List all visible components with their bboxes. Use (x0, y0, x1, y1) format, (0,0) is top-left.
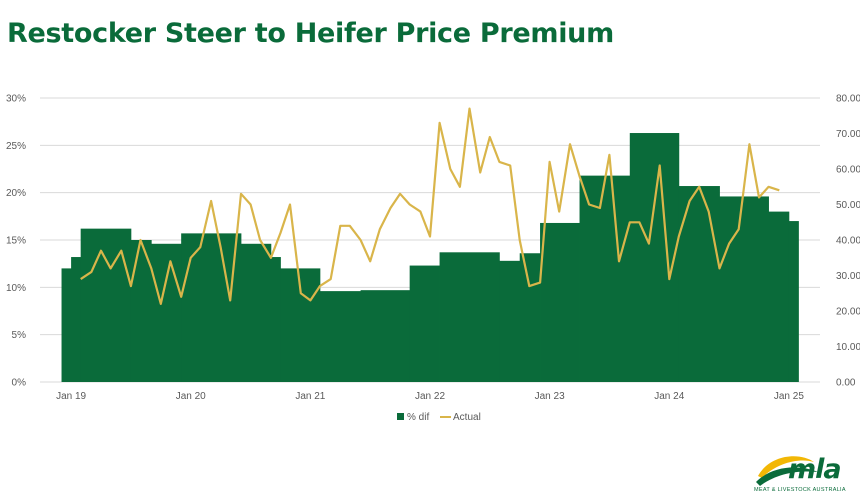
y-left-tick-label: 5% (12, 330, 27, 341)
mla-logo: mla MEAT & LIVESTOCK AUSTRALIA (752, 446, 860, 500)
y-right-tick-label: 0.00 (836, 378, 856, 389)
bar-segment (80, 228, 132, 382)
bar-segment (439, 252, 500, 382)
bar-segment (240, 243, 272, 382)
bar-segment (61, 268, 72, 382)
y-right-tick-label: 30.00 (836, 271, 860, 282)
bar-segment (130, 240, 152, 382)
y-right-tick-label: 10.00 (836, 342, 860, 353)
bar-segment (629, 133, 680, 382)
bar-segment (151, 243, 182, 382)
x-tick-label: Jan 20 (176, 391, 206, 402)
x-tick-label: Jan 19 (56, 391, 86, 402)
y-left-tick-label: 0% (12, 378, 27, 389)
x-tick-label: Jan 21 (295, 391, 325, 402)
legend: % dif Actual (397, 412, 481, 423)
line-series-actual (80, 107, 780, 305)
bar-segment (519, 253, 541, 382)
bar-segment (678, 186, 720, 382)
y-right-tick-label: 40.00 (836, 236, 860, 247)
x-tick-label: Jan 23 (535, 391, 565, 402)
bar-segment (181, 233, 242, 382)
bar-segment (409, 265, 440, 382)
y-left-tick-label: 10% (6, 283, 26, 294)
bar-segment (788, 221, 799, 382)
y-axis-left: 0% 5% 10% 15% 20% 25% 30% (6, 94, 26, 389)
bar-series-pct-dif (61, 133, 799, 382)
y-right-tick-label: 60.00 (836, 165, 860, 176)
y-axis-right: 0.00 10.00 20.00 30.00 40.00 50.00 60.00 70.00 8… (836, 94, 860, 389)
bar-segment (360, 290, 411, 382)
x-axis: Jan 19 Jan 20 Jan 21 Jan 22 Jan 23 Jan 24 Jan … (56, 391, 804, 402)
bar-segment (319, 291, 362, 382)
bar-segment (270, 257, 281, 382)
actual-line (80, 107, 780, 305)
y-right-tick-label: 50.00 (836, 200, 860, 211)
y-left-tick-label: 20% (6, 188, 26, 199)
bar-segment (768, 211, 790, 382)
logo-subtitle: MEAT & LIVESTOCK AUSTRALIA (754, 487, 846, 493)
legend-swatch-bar (397, 413, 404, 420)
chart-title: Restocker Steer to Heifer Price Premium (7, 18, 614, 49)
y-left-tick-label: 25% (6, 141, 26, 152)
y-right-tick-label: 70.00 (836, 129, 860, 140)
x-tick-label: Jan 22 (415, 391, 445, 402)
y-left-tick-label: 30% (6, 94, 26, 105)
x-tick-label: Jan 25 (774, 391, 804, 402)
y-right-tick-label: 80.00 (836, 94, 860, 105)
bar-segment (71, 257, 82, 382)
legend-label-pct-dif: % dif (407, 412, 429, 423)
bar-segment (719, 196, 769, 382)
bar-segment (499, 260, 521, 382)
bar-segment (540, 222, 580, 382)
y-right-tick-label: 20.00 (836, 307, 860, 318)
logo-sun-icon (756, 456, 818, 486)
legend-label-actual: Actual (453, 412, 481, 423)
y-left-tick-label: 15% (6, 236, 26, 247)
logo-wordmark: mla (788, 454, 842, 485)
x-tick-label: Jan 24 (654, 391, 684, 402)
bar-segment (579, 175, 631, 382)
